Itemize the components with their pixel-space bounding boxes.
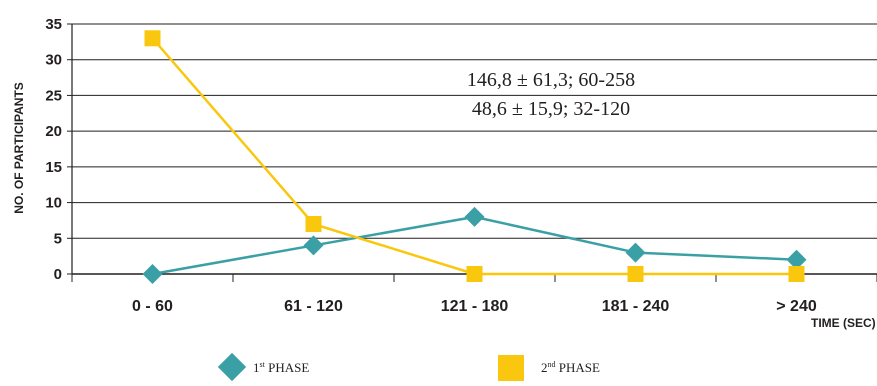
x-tick-label-2: 61 - 120 <box>284 298 343 315</box>
marker-phase-2-5 <box>788 266 805 282</box>
x-axis-title: TIME (SEC) <box>811 316 876 330</box>
x-axis-ticks: 0 - 60 61 - 120 121 - 180 181 - 240 > 240 <box>71 274 877 315</box>
legend: 1st PHASE 2nd PHASE <box>217 352 600 382</box>
x-tick-label-3: 121 - 180 <box>441 298 509 315</box>
marker-phase-1-5 <box>786 249 807 270</box>
marker-phase-1-2 <box>303 235 324 256</box>
legend-marker-phase-2 <box>498 355 524 381</box>
y-tick-label-20: 20 <box>45 123 62 140</box>
y-tick-label-10: 10 <box>45 195 62 212</box>
y-tick-label-15: 15 <box>45 159 62 176</box>
x-tick-label-4: 181 - 240 <box>602 298 670 315</box>
y-tick-label-30: 30 <box>45 52 62 69</box>
marker-phase-2-1 <box>144 30 161 47</box>
y-axis-ticks: 0 5 10 15 20 25 30 35 <box>45 16 72 283</box>
legend-label-phase-2: 2nd PHASE <box>541 360 600 375</box>
marker-phase-1-3 <box>464 206 485 227</box>
y-axis-title: NO. OF PARTICIPANTS <box>12 82 26 214</box>
y-tick-label-25: 25 <box>45 87 62 104</box>
series-layer <box>142 30 807 284</box>
marker-phase-1-1 <box>142 264 163 284</box>
annotation-line-2: 48,6 ± 15,9; 32-120 <box>472 98 630 120</box>
marker-phase-2-3 <box>466 266 483 282</box>
annotation-line-1: 146,8 ± 61,3; 60-258 <box>467 69 635 91</box>
y-tick-label-35: 35 <box>45 16 62 33</box>
x-tick-label-5: > 240 <box>776 298 817 315</box>
axes <box>71 24 877 275</box>
legend-label-phase-1: 1st PHASE <box>253 360 309 375</box>
marker-phase-2-2 <box>305 216 322 232</box>
marker-phase-2-4 <box>627 266 644 282</box>
y-tick-label-5: 5 <box>54 230 62 247</box>
y-tick-label-0: 0 <box>54 266 62 283</box>
legend-marker-phase-1 <box>217 352 247 382</box>
x-tick-label-1: 0 - 60 <box>132 298 173 315</box>
grid-lines <box>72 23 877 239</box>
marker-phase-1-4 <box>625 242 646 263</box>
